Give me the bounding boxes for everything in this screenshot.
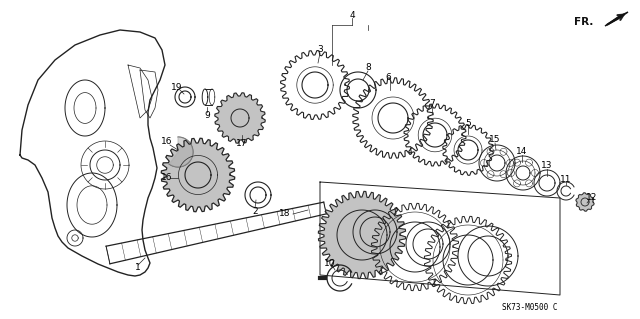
Text: 5: 5 — [465, 118, 471, 128]
Polygon shape — [161, 138, 235, 212]
Text: 18: 18 — [279, 210, 291, 219]
Text: 8: 8 — [365, 63, 371, 72]
Polygon shape — [318, 191, 406, 279]
Text: 10: 10 — [324, 258, 336, 268]
Text: 11: 11 — [560, 174, 572, 183]
Text: 15: 15 — [489, 136, 500, 145]
Text: 7: 7 — [429, 99, 435, 108]
Text: 12: 12 — [586, 192, 598, 202]
Text: 16: 16 — [161, 174, 173, 182]
Text: 19: 19 — [172, 84, 183, 93]
Polygon shape — [576, 193, 594, 211]
Text: 4: 4 — [349, 11, 355, 19]
Text: 3: 3 — [317, 46, 323, 55]
Polygon shape — [169, 137, 193, 167]
Polygon shape — [605, 12, 628, 26]
Text: 17: 17 — [236, 138, 248, 147]
Text: 9: 9 — [204, 110, 210, 120]
Text: SK73-M0500 C: SK73-M0500 C — [502, 303, 557, 313]
Text: 1: 1 — [135, 263, 141, 272]
Text: FR.: FR. — [573, 17, 593, 27]
Polygon shape — [215, 93, 265, 143]
Text: 6: 6 — [385, 73, 391, 83]
Text: 13: 13 — [541, 161, 553, 170]
Text: 14: 14 — [516, 147, 528, 157]
Text: 16: 16 — [161, 137, 173, 146]
Text: 2: 2 — [252, 207, 258, 217]
